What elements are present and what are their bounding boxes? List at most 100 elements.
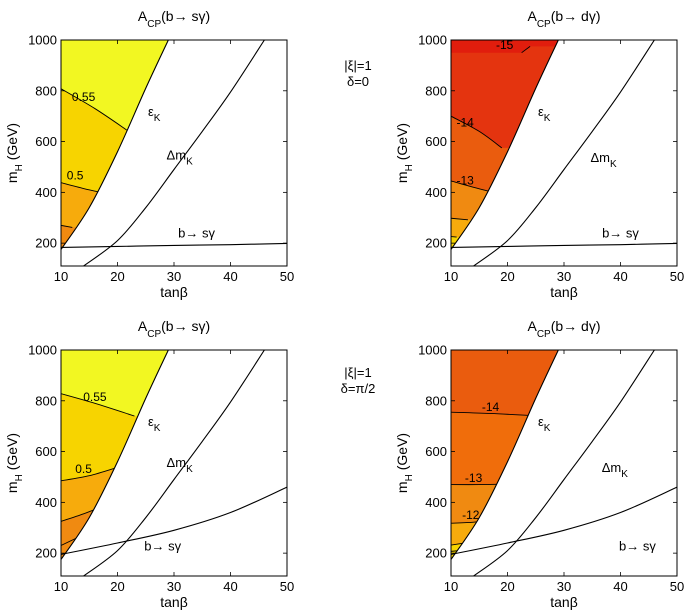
y-tick-label: 600	[35, 444, 57, 459]
chart-title: ACP(b→ dγ)	[527, 8, 600, 30]
y-tick-label: 200	[35, 236, 57, 251]
chart-title-main: A	[527, 318, 537, 334]
chart-title: ACP(b→ sγ)	[138, 318, 210, 340]
x-tick-label: 20	[110, 579, 124, 594]
curve-b-to-s-gamma	[451, 242, 677, 249]
y-tick-label: 200	[425, 546, 447, 561]
delta-m-k-label-sub: K	[610, 159, 617, 170]
x-tick-label: 20	[500, 579, 514, 594]
chart-title-sub: CP	[147, 329, 161, 340]
curve-delta-m-K	[83, 40, 265, 266]
contour-label: 0.55	[83, 390, 107, 404]
x-tick-label: 50	[280, 269, 294, 284]
x-tick-label: 50	[670, 269, 684, 284]
chart-title-main: A	[527, 8, 537, 24]
y-axis-label-main: m	[4, 481, 20, 493]
x-tick-label: 30	[557, 579, 571, 594]
chart-title-main: A	[138, 318, 148, 334]
y-tick-label: 1000	[28, 343, 57, 358]
y-axis-label-unit: (GeV)	[4, 433, 20, 474]
contour-label: -13	[456, 174, 474, 188]
contour-line-contour_045	[61, 224, 73, 228]
chart-title-sub: CP	[147, 19, 161, 30]
y-axis-label: mH (GeV)	[394, 433, 415, 493]
epsilon-k-label-main: ε	[148, 104, 154, 119]
contour-line-contour_055	[61, 88, 130, 132]
b-to-s-gamma-label: b→ sγ	[144, 539, 181, 554]
contour-label: -15	[496, 38, 514, 52]
x-tick-label: 30	[557, 269, 571, 284]
epsilon-k-label-main: ε	[538, 104, 544, 119]
y-tick-label: 1000	[418, 343, 447, 358]
x-tick-label: 10	[54, 269, 68, 284]
contour-label: 0.55	[72, 90, 96, 104]
curve-delta-m-K	[83, 350, 265, 576]
param-label-row1-line2: δ=0	[347, 74, 369, 89]
contour-line-c_m11	[451, 236, 457, 238]
epsilon-k-label: εK	[148, 414, 161, 434]
x-tick-label: 10	[54, 579, 68, 594]
x-axis-label: tanβ	[550, 284, 578, 300]
epsilon-k-label-sub: K	[154, 423, 161, 434]
delta-m-k-label-sub: K	[186, 156, 193, 167]
chart-title-sub: CP	[537, 329, 551, 340]
chart-title: ACP(b→ dγ)	[527, 318, 600, 340]
chart-title-arg: (b→ dγ)	[551, 318, 601, 334]
y-tick-label: 800	[425, 83, 447, 98]
x-tick-label: 10	[444, 579, 458, 594]
b-to-s-gamma-label: b→ sγ	[602, 226, 639, 241]
y-axis-label-unit: (GeV)	[4, 123, 20, 164]
y-axis-label: mH (GeV)	[4, 433, 25, 493]
param-label-row1-line1: |ξ|=1	[344, 58, 371, 73]
y-tick-label: 1000	[418, 33, 447, 48]
curve-b-to-s-gamma	[451, 486, 677, 555]
contour-line-c_m12	[451, 217, 468, 221]
epsilon-k-label-main: ε	[148, 414, 154, 429]
contour-label: -12	[462, 508, 480, 522]
curve-epsilon-K	[451, 40, 559, 250]
epsilon-k-label: εK	[538, 104, 551, 124]
x-axis-label: tanβ	[160, 284, 188, 300]
curve-b-to-s-gamma	[61, 242, 287, 249]
curve-epsilon-K	[61, 350, 169, 560]
contour-line-c_m15	[521, 45, 531, 54]
contour-line-contour_05	[61, 466, 118, 482]
y-axis-label-main: m	[394, 171, 410, 183]
chart-title-arg: (b→ sγ)	[161, 318, 210, 334]
x-tick-label: 40	[223, 269, 237, 284]
x-tick-label: 20	[110, 269, 124, 284]
x-tick-label: 40	[223, 579, 237, 594]
y-tick-label: 400	[35, 495, 57, 510]
y-tick-label: 600	[425, 444, 447, 459]
x-tick-label: 50	[280, 579, 294, 594]
y-tick-label: 200	[35, 546, 57, 561]
delta-m-k-label-main: Δm	[167, 455, 187, 470]
chart-title-arg: (b→ sγ)	[161, 8, 210, 24]
delta-m-k-label: ΔmK	[590, 150, 617, 170]
y-tick-label: 400	[425, 185, 447, 200]
x-axis-label: tanβ	[550, 594, 578, 610]
delta-m-k-label: ΔmK	[167, 455, 194, 475]
epsilon-k-label: εK	[538, 414, 551, 434]
y-tick-label: 400	[35, 185, 57, 200]
chart-title-sub: CP	[537, 19, 551, 30]
delta-m-k-label-sub: K	[186, 464, 193, 475]
y-tick-label: 800	[35, 83, 57, 98]
epsilon-k-label-main: ε	[538, 414, 544, 429]
x-tick-label: 20	[500, 269, 514, 284]
contour-label: -13	[465, 471, 483, 485]
curve-delta-m-K	[473, 40, 655, 266]
x-tick-label: 40	[613, 579, 627, 594]
delta-m-k-label-main: Δm	[602, 460, 622, 475]
contour-line-c_m14	[451, 115, 503, 149]
x-tick-label: 30	[167, 579, 181, 594]
y-axis-label-unit: (GeV)	[394, 433, 410, 474]
